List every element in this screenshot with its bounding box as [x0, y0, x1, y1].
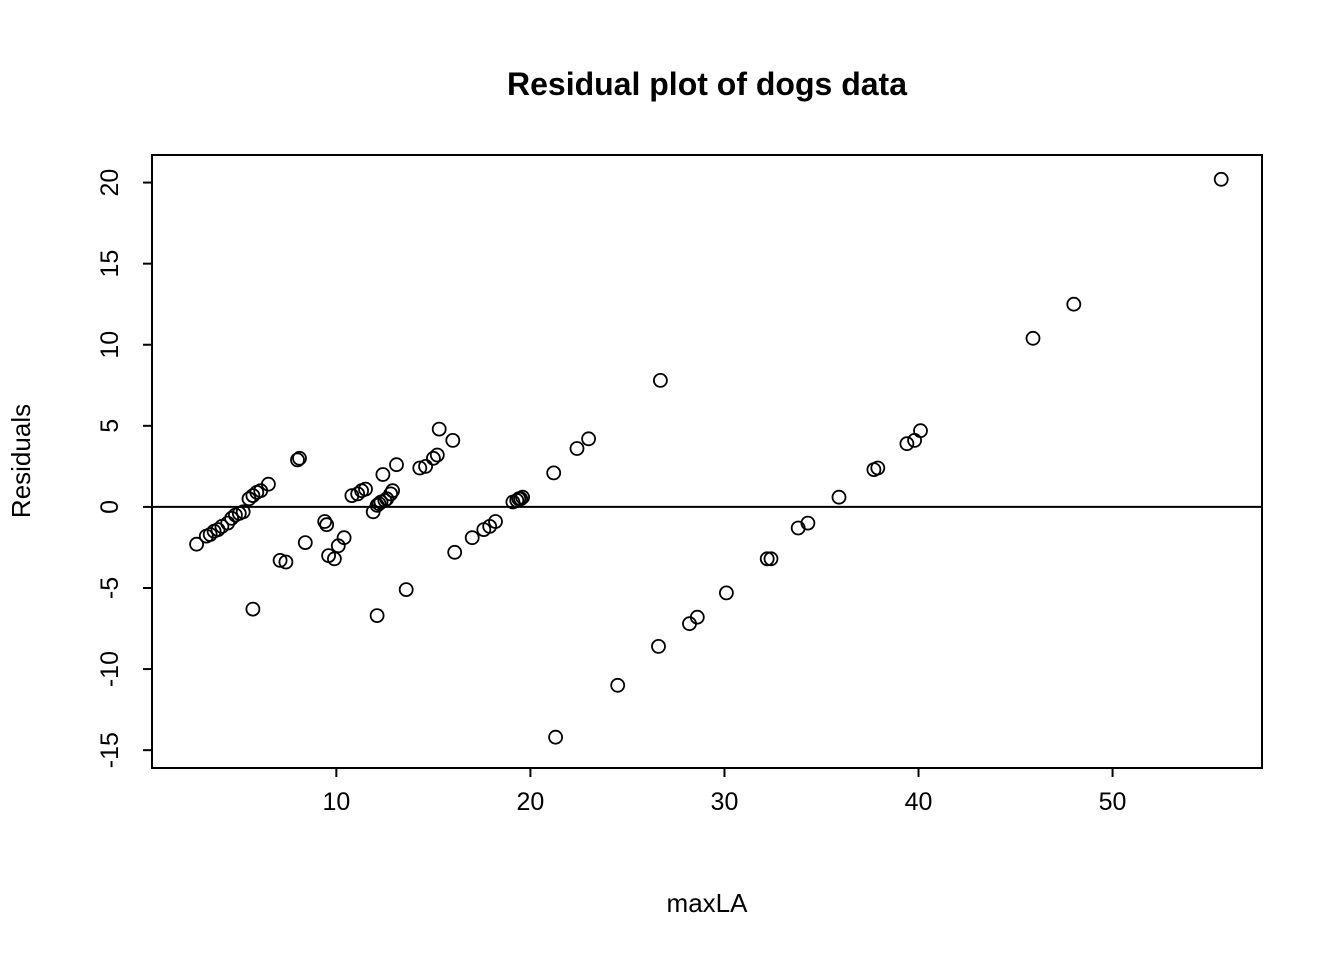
plot-border: [151, 154, 1263, 769]
data-point: [290, 452, 305, 468]
data-point: [272, 553, 288, 568]
y-tick-label: 20: [96, 169, 124, 197]
y-axis: -15 -10 -5 0 5 10 15 20: [96, 169, 152, 768]
y-tick-label: -10: [96, 651, 124, 687]
data-point: [245, 488, 261, 504]
data-point: [350, 486, 366, 502]
data-point: [515, 489, 530, 505]
data-point: [831, 489, 847, 505]
data-point: [488, 514, 503, 529]
data-point: [297, 535, 313, 550]
y-tick-label: -15: [96, 732, 124, 768]
data-point: [317, 514, 333, 529]
data-point: [899, 436, 915, 452]
data-point: [913, 423, 928, 439]
data-point: [431, 421, 447, 437]
data-point: [610, 677, 626, 693]
data-point: [385, 483, 401, 499]
data-point: [429, 447, 445, 463]
data-point: [569, 441, 585, 456]
data-point: [326, 551, 342, 567]
data-point: [358, 481, 373, 497]
data-points: [189, 171, 1229, 745]
data-point: [719, 585, 734, 601]
data-point: [653, 372, 668, 388]
data-point: [581, 431, 596, 447]
data-point: [398, 582, 414, 597]
data-point: [383, 486, 399, 502]
x-axis-label: maxLA: [667, 888, 749, 918]
y-tick-label: -5: [96, 577, 124, 599]
data-point: [336, 530, 352, 546]
data-point: [447, 544, 463, 560]
y-tick-label: 15: [96, 250, 124, 278]
data-point: [292, 450, 307, 466]
data-point: [224, 510, 240, 526]
data-point: [245, 601, 261, 617]
data-point: [464, 530, 480, 546]
data-point: [548, 729, 563, 745]
data-point: [759, 551, 775, 567]
data-point: [1213, 171, 1229, 187]
data-point: [418, 458, 434, 474]
x-tick-label: 50: [1099, 788, 1127, 816]
data-point: [202, 527, 218, 542]
data-point: [907, 432, 922, 448]
data-point: [763, 551, 779, 567]
data-point: [425, 450, 441, 466]
data-point: [800, 515, 816, 531]
data-point: [235, 504, 251, 520]
x-tick-label: 30: [711, 788, 739, 816]
x-tick-label: 10: [322, 788, 350, 816]
x-axis: 10 20 30 40 50: [322, 768, 1126, 816]
data-point: [278, 554, 294, 570]
data-point: [689, 609, 705, 625]
x-tick-label: 40: [905, 788, 933, 816]
y-tick-label: 5: [96, 419, 124, 433]
y-tick-label: 0: [96, 500, 124, 514]
data-point: [651, 639, 666, 654]
y-tick-label: 10: [96, 331, 124, 359]
data-point: [220, 515, 236, 531]
data-point: [870, 460, 886, 476]
data-point: [546, 465, 562, 481]
data-point: [1066, 296, 1082, 312]
x-tick-label: 20: [517, 788, 545, 816]
data-point: [412, 460, 428, 476]
chart-title: Residual plot of dogs data: [507, 66, 907, 102]
data-point: [319, 517, 335, 533]
data-point: [189, 536, 205, 552]
data-point: [260, 476, 276, 492]
data-point: [369, 608, 385, 623]
y-axis-label: Residuals: [6, 404, 36, 518]
data-point: [513, 491, 529, 507]
data-point: [375, 467, 391, 482]
data-point: [445, 432, 461, 448]
data-point: [389, 457, 404, 473]
data-point: [1025, 330, 1041, 346]
